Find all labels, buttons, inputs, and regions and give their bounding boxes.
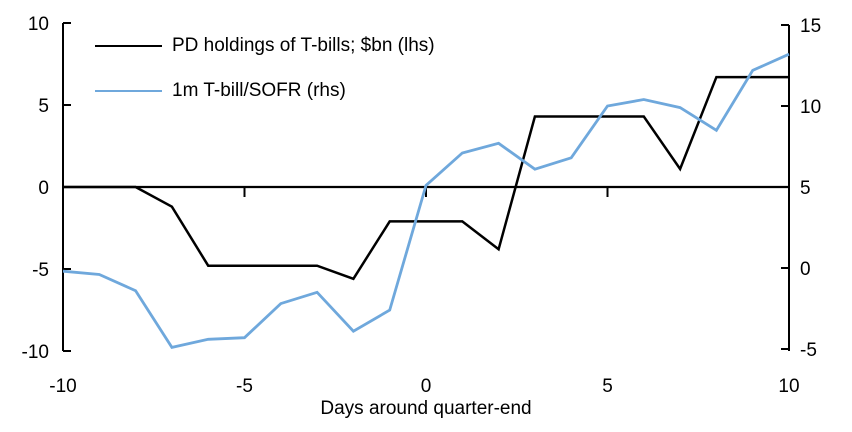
series-line-tbill-sofr xyxy=(62,52,790,349)
left-axis-tick-label: 10 xyxy=(28,14,49,35)
legend-item-tbill-sofr: 1m T-bill/SOFR (rhs) xyxy=(95,79,435,103)
right-axis-tick-label: 0 xyxy=(800,259,811,280)
series-line-pd-holdings xyxy=(63,75,789,281)
left-axis-tick-label: -5 xyxy=(32,260,49,281)
legend-line-sample-pd-holdings xyxy=(95,45,162,47)
x-axis-tick-label: -5 xyxy=(236,376,253,397)
right-axis-tick-label: -5 xyxy=(800,340,817,361)
x-axis-tick-label: -10 xyxy=(49,376,76,397)
legend: PD holdings of T-bills; $bn (lhs) 1m T-b… xyxy=(95,34,435,103)
legend-item-pd-holdings: PD holdings of T-bills; $bn (lhs) xyxy=(95,34,435,58)
x-axis-title: Days around quarter-end xyxy=(320,398,532,419)
right-axis-tick-label: 10 xyxy=(800,97,821,118)
left-axis-tick-label: 5 xyxy=(38,96,49,117)
legend-label-pd-holdings: PD holdings of T-bills; $bn (lhs) xyxy=(172,35,435,56)
x-axis-tick-label: 0 xyxy=(421,376,432,397)
right-axis-tick-label: 15 xyxy=(800,16,821,37)
left-axis-tick-label: -10 xyxy=(22,342,49,363)
legend-line-sample-tbill-sofr xyxy=(95,90,162,92)
right-axis-tick-label: 5 xyxy=(800,178,811,199)
x-axis-tick-label: 5 xyxy=(602,376,613,397)
legend-label-tbill-sofr: 1m T-bill/SOFR (rhs) xyxy=(172,80,346,101)
left-axis-tick-label: 0 xyxy=(38,178,49,199)
x-axis-tick-label: 10 xyxy=(778,376,799,397)
